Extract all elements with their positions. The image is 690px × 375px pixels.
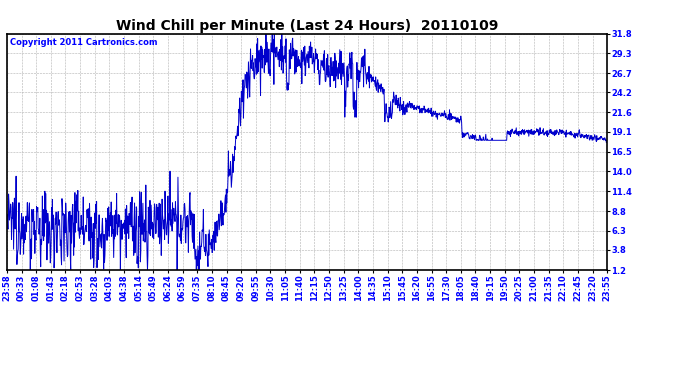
Title: Wind Chill per Minute (Last 24 Hours)  20110109: Wind Chill per Minute (Last 24 Hours) 20… bbox=[116, 19, 498, 33]
Text: Copyright 2011 Cartronics.com: Copyright 2011 Cartronics.com bbox=[10, 39, 157, 48]
